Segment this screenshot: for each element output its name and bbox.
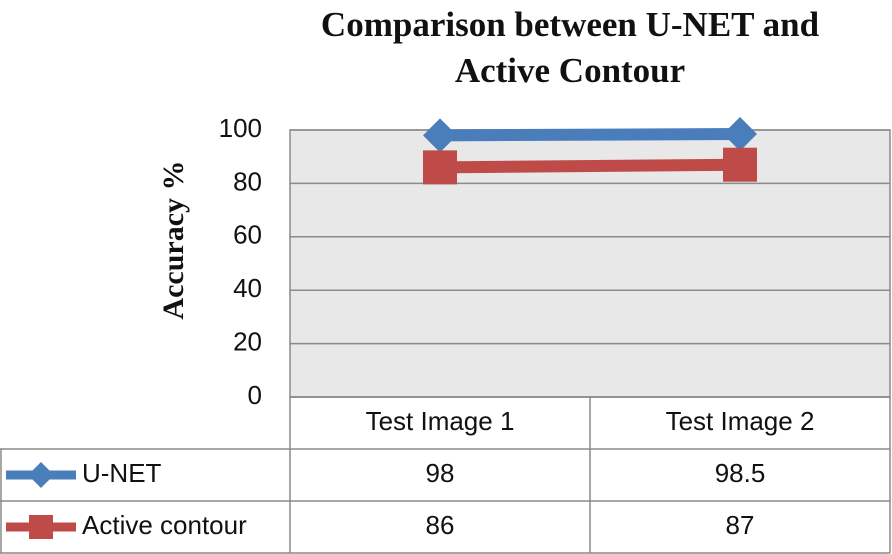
marker [423,118,457,153]
table-value: 87 [726,510,755,540]
table-value: 98 [426,458,455,488]
y-tick-label: 40 [233,273,262,303]
legend-label: U-NET [82,458,162,488]
y-tick-label: 80 [233,166,262,196]
y-tick-label: 100 [219,113,262,143]
marker [423,150,457,185]
legend-label: Active contour [82,510,247,540]
y-tick-label: 20 [233,326,262,356]
plot-area [290,130,890,397]
table-value: 86 [426,510,455,540]
x-tick-label: Test Image 1 [366,406,515,436]
series-line [439,128,741,142]
chart-title: Comparison between U-NET and Active Cont… [320,5,820,90]
table-value: 98.5 [715,458,766,488]
legend-marker [29,515,53,539]
y-tick-label: 0 [248,380,262,410]
marker [723,117,757,152]
marker [723,147,757,182]
y-tick-label: 60 [233,220,262,250]
x-tick-label: Test Image 2 [666,406,815,436]
y-axis-label: Accuracy % [157,160,190,319]
legend-marker [28,462,54,488]
series-line [439,158,741,174]
